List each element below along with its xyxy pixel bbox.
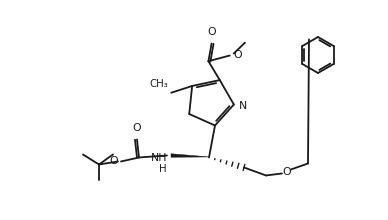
Text: NH: NH — [151, 154, 167, 163]
Text: H: H — [159, 165, 167, 174]
Text: O: O — [207, 28, 216, 37]
Text: O: O — [234, 50, 242, 60]
Polygon shape — [171, 154, 210, 157]
Text: O: O — [109, 156, 118, 167]
Text: O: O — [133, 123, 141, 134]
Text: O: O — [283, 167, 291, 178]
Text: CH₃: CH₃ — [149, 79, 168, 89]
Text: N: N — [239, 101, 247, 110]
